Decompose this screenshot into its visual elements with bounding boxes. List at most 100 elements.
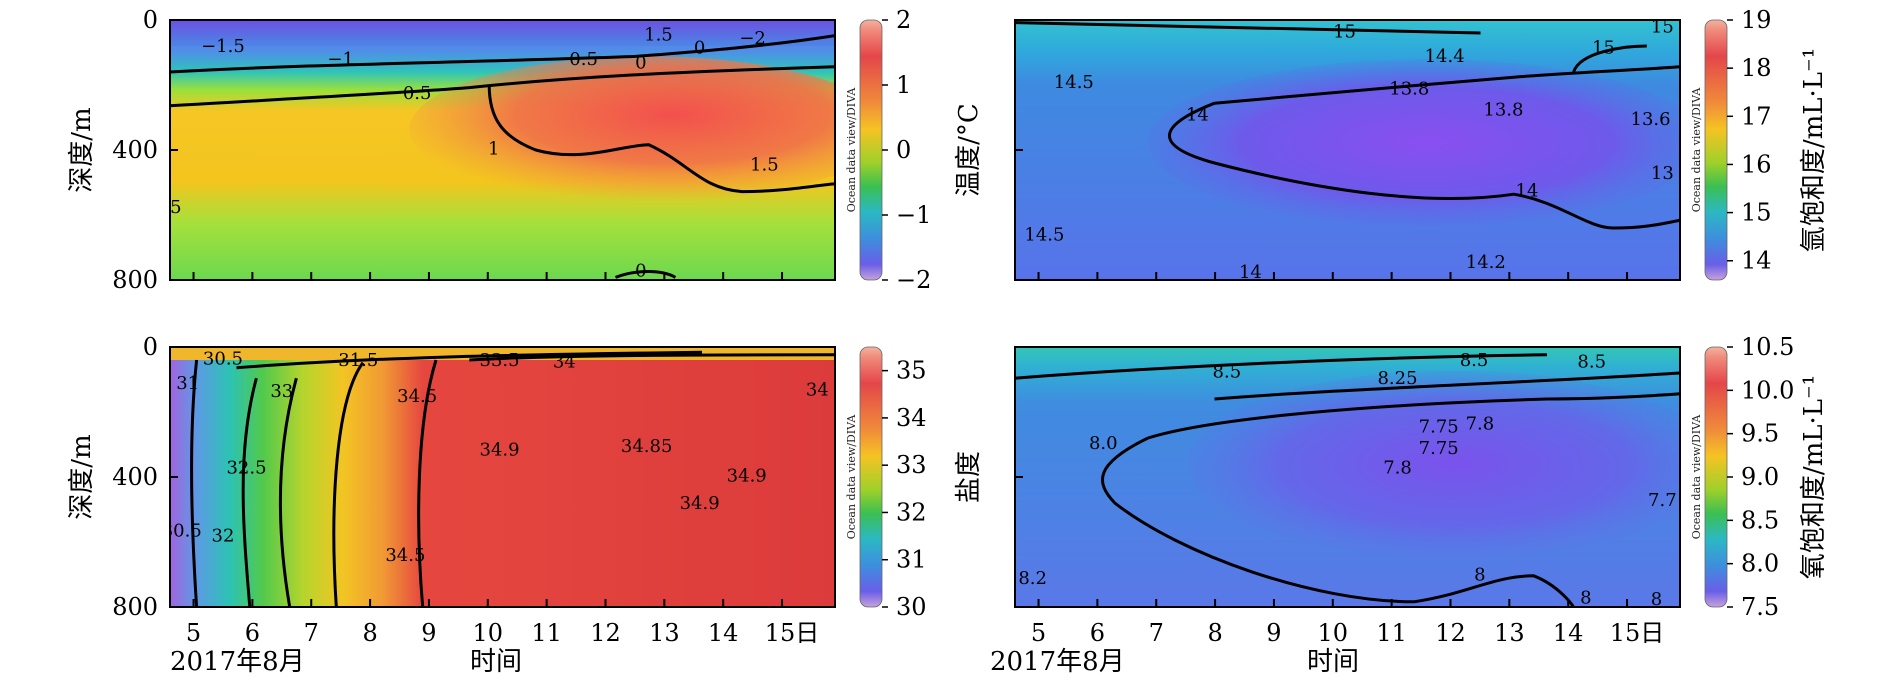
contour-label: 0: [635, 260, 646, 281]
field-temp: −1.5 −1 −0.5 0 1.5 0 −2 0.5 1 1.5 5 0: [170, 20, 835, 281]
panel-sal: 30.5 31.5 33.5 34 31 33 34.5 34 34.9 34.85 34.9 32.…: [67, 333, 984, 647]
contour-label: 32: [212, 526, 235, 547]
colorbar-tick-label: 10.5: [1741, 333, 1794, 361]
x-tick-label: 6: [1090, 619, 1105, 647]
contour-label: 14.4: [1425, 46, 1465, 67]
contour-label: 8.5: [1213, 361, 1242, 382]
panel-temp: −1.5 −1 −0.5 0 1.5 0 −2 0.5 1 1.5 5 0 0 400 800 深度/m Oce…: [67, 6, 984, 294]
y-tick-label: 0: [143, 6, 158, 34]
colorbar-scale: [1704, 346, 1728, 608]
contour-label: 8: [1580, 587, 1591, 608]
colorbar-scale: [859, 346, 883, 608]
colorbar-tick-label: 7.5: [1741, 593, 1779, 621]
contour-line: [278, 377, 298, 607]
contour-label: 5: [170, 197, 181, 218]
contour-label: 14: [1239, 262, 1262, 283]
x-tick-label: 14: [1553, 619, 1584, 647]
contour-label: 7.75: [1419, 417, 1459, 438]
contour-line: [1101, 436, 1575, 607]
colorbar-tick-label: 14: [1741, 247, 1772, 275]
contour-label: 15: [1333, 21, 1356, 42]
contour-label: 8.25: [1377, 368, 1417, 389]
x-tick-label: 10: [473, 619, 504, 647]
contour-label: 15: [1592, 38, 1615, 59]
contour-label: 30.5: [203, 348, 243, 369]
x-tick-label: 7: [1149, 619, 1164, 647]
contour-label: 14: [1186, 104, 1209, 125]
credit-text: Ocean data view/DIVA: [1690, 87, 1703, 213]
contour-label: 1: [488, 138, 499, 159]
y-tick-label: 800: [112, 266, 158, 294]
contour-label: 34: [553, 352, 576, 373]
colorbar-tick-label: 34: [896, 404, 927, 432]
contour-label: 33.5: [480, 350, 520, 371]
contour-label: −2: [739, 28, 766, 49]
field-sal: 30.5 31.5 33.5 34 31 33 34.5 34 34.9 34.85 34.9 32.…: [162, 347, 835, 607]
colorbar-temp: 2 1 0 −1 −2 温度/°C: [859, 6, 984, 294]
contour-line: [170, 65, 835, 108]
colorbar-tick-label: 18: [1741, 54, 1772, 82]
contour-line: [487, 84, 835, 194]
x-axis-title-right: 时间: [1307, 647, 1359, 677]
contour-label: 7.75: [1419, 438, 1459, 459]
colorbar-ar: 19 18 17 16 15 14 氩饱和度/mL·L⁻¹: [1704, 6, 1829, 281]
x-tick-label: 9: [1266, 619, 1281, 647]
colorbar-label: 温度/°C: [954, 103, 984, 197]
contour-label: 8.5: [1577, 352, 1606, 373]
colorbar-tick-label: 19: [1741, 6, 1772, 34]
x-tick-label: 7: [304, 619, 319, 647]
contour-line: [170, 34, 835, 74]
contour-line: [1147, 392, 1680, 440]
x-tick-label: 11: [1376, 619, 1407, 647]
contour-line: [417, 359, 438, 607]
x-tick-label: 8: [1207, 619, 1222, 647]
colorbar-o2: 10.5 10.0 9.5 9.0 8.5 8.0 7.5 氧饱和度/mL·L⁻¹: [1704, 333, 1829, 621]
contour-label: 14.5: [1054, 72, 1094, 93]
x-tick-label: 9: [421, 619, 436, 647]
contour-label: 7.7: [1648, 490, 1677, 511]
contour-label: 7.8: [1383, 457, 1412, 478]
contour-label: 8.0: [1089, 433, 1118, 454]
contour-label: 34.9: [727, 465, 767, 486]
contour-line: [1015, 21, 1481, 35]
contour-line: [1168, 101, 1680, 230]
x-tick-label: 5: [186, 619, 201, 647]
x-tick-label: 10: [1318, 619, 1349, 647]
contour-label: 7.8: [1466, 413, 1495, 434]
contour-label: 0.5: [403, 83, 432, 104]
contour-line: [1214, 371, 1680, 401]
colorbar-tick-label: 35: [896, 357, 927, 385]
colorbar-tick-label: 31: [896, 546, 927, 574]
contour-line: [1015, 353, 1548, 380]
contour-label: 34.85: [621, 436, 673, 457]
contour-label: −1.5: [201, 36, 245, 57]
contour-line: [236, 350, 703, 370]
colorbar-tick-label: 33: [896, 451, 927, 479]
colorbar-tick-label: 0: [896, 136, 911, 164]
contour-label: 14: [1516, 181, 1539, 202]
contour-label: 8.5: [1460, 350, 1489, 371]
contour-label: 13.8: [1389, 78, 1429, 99]
contour-line: [332, 361, 365, 607]
contour-line: [1572, 44, 1647, 73]
contour-label: 15: [1651, 17, 1674, 38]
x-tick-label: 11: [531, 619, 562, 647]
credit-text: Ocean data view/DIVA: [845, 87, 858, 213]
colorbar-tick-label: 2: [896, 6, 911, 34]
x-tick-label: 14: [708, 619, 739, 647]
x-tick-label: 13: [1494, 619, 1525, 647]
contour-label: 34: [806, 379, 829, 400]
contour-label: 34.9: [680, 493, 720, 514]
colorbar-scale: [859, 19, 883, 281]
x-tick-label: 5: [1031, 619, 1046, 647]
field-o2: 8.5 8.5 8.5 8.25 7.75 7.8 8.0 7.75 7.8 7.7 8 8.2 8 8: [1015, 347, 1680, 608]
colorbar-tick-label: 32: [896, 498, 927, 526]
colorbar-tick-label: 15: [1741, 199, 1772, 227]
contour-label: 8: [1474, 565, 1485, 586]
contour-label: 30.5: [162, 521, 202, 542]
panel-ar: 15 14.4 15 15 14.5 13.8 14 13.8 13.6 13 14 14.5 14 14…: [1014, 6, 1829, 283]
contour-label: 1.5: [644, 25, 673, 46]
contour-label: 8.2: [1018, 568, 1047, 589]
y-tick-label: 400: [112, 136, 158, 164]
contour-line: [241, 377, 258, 607]
